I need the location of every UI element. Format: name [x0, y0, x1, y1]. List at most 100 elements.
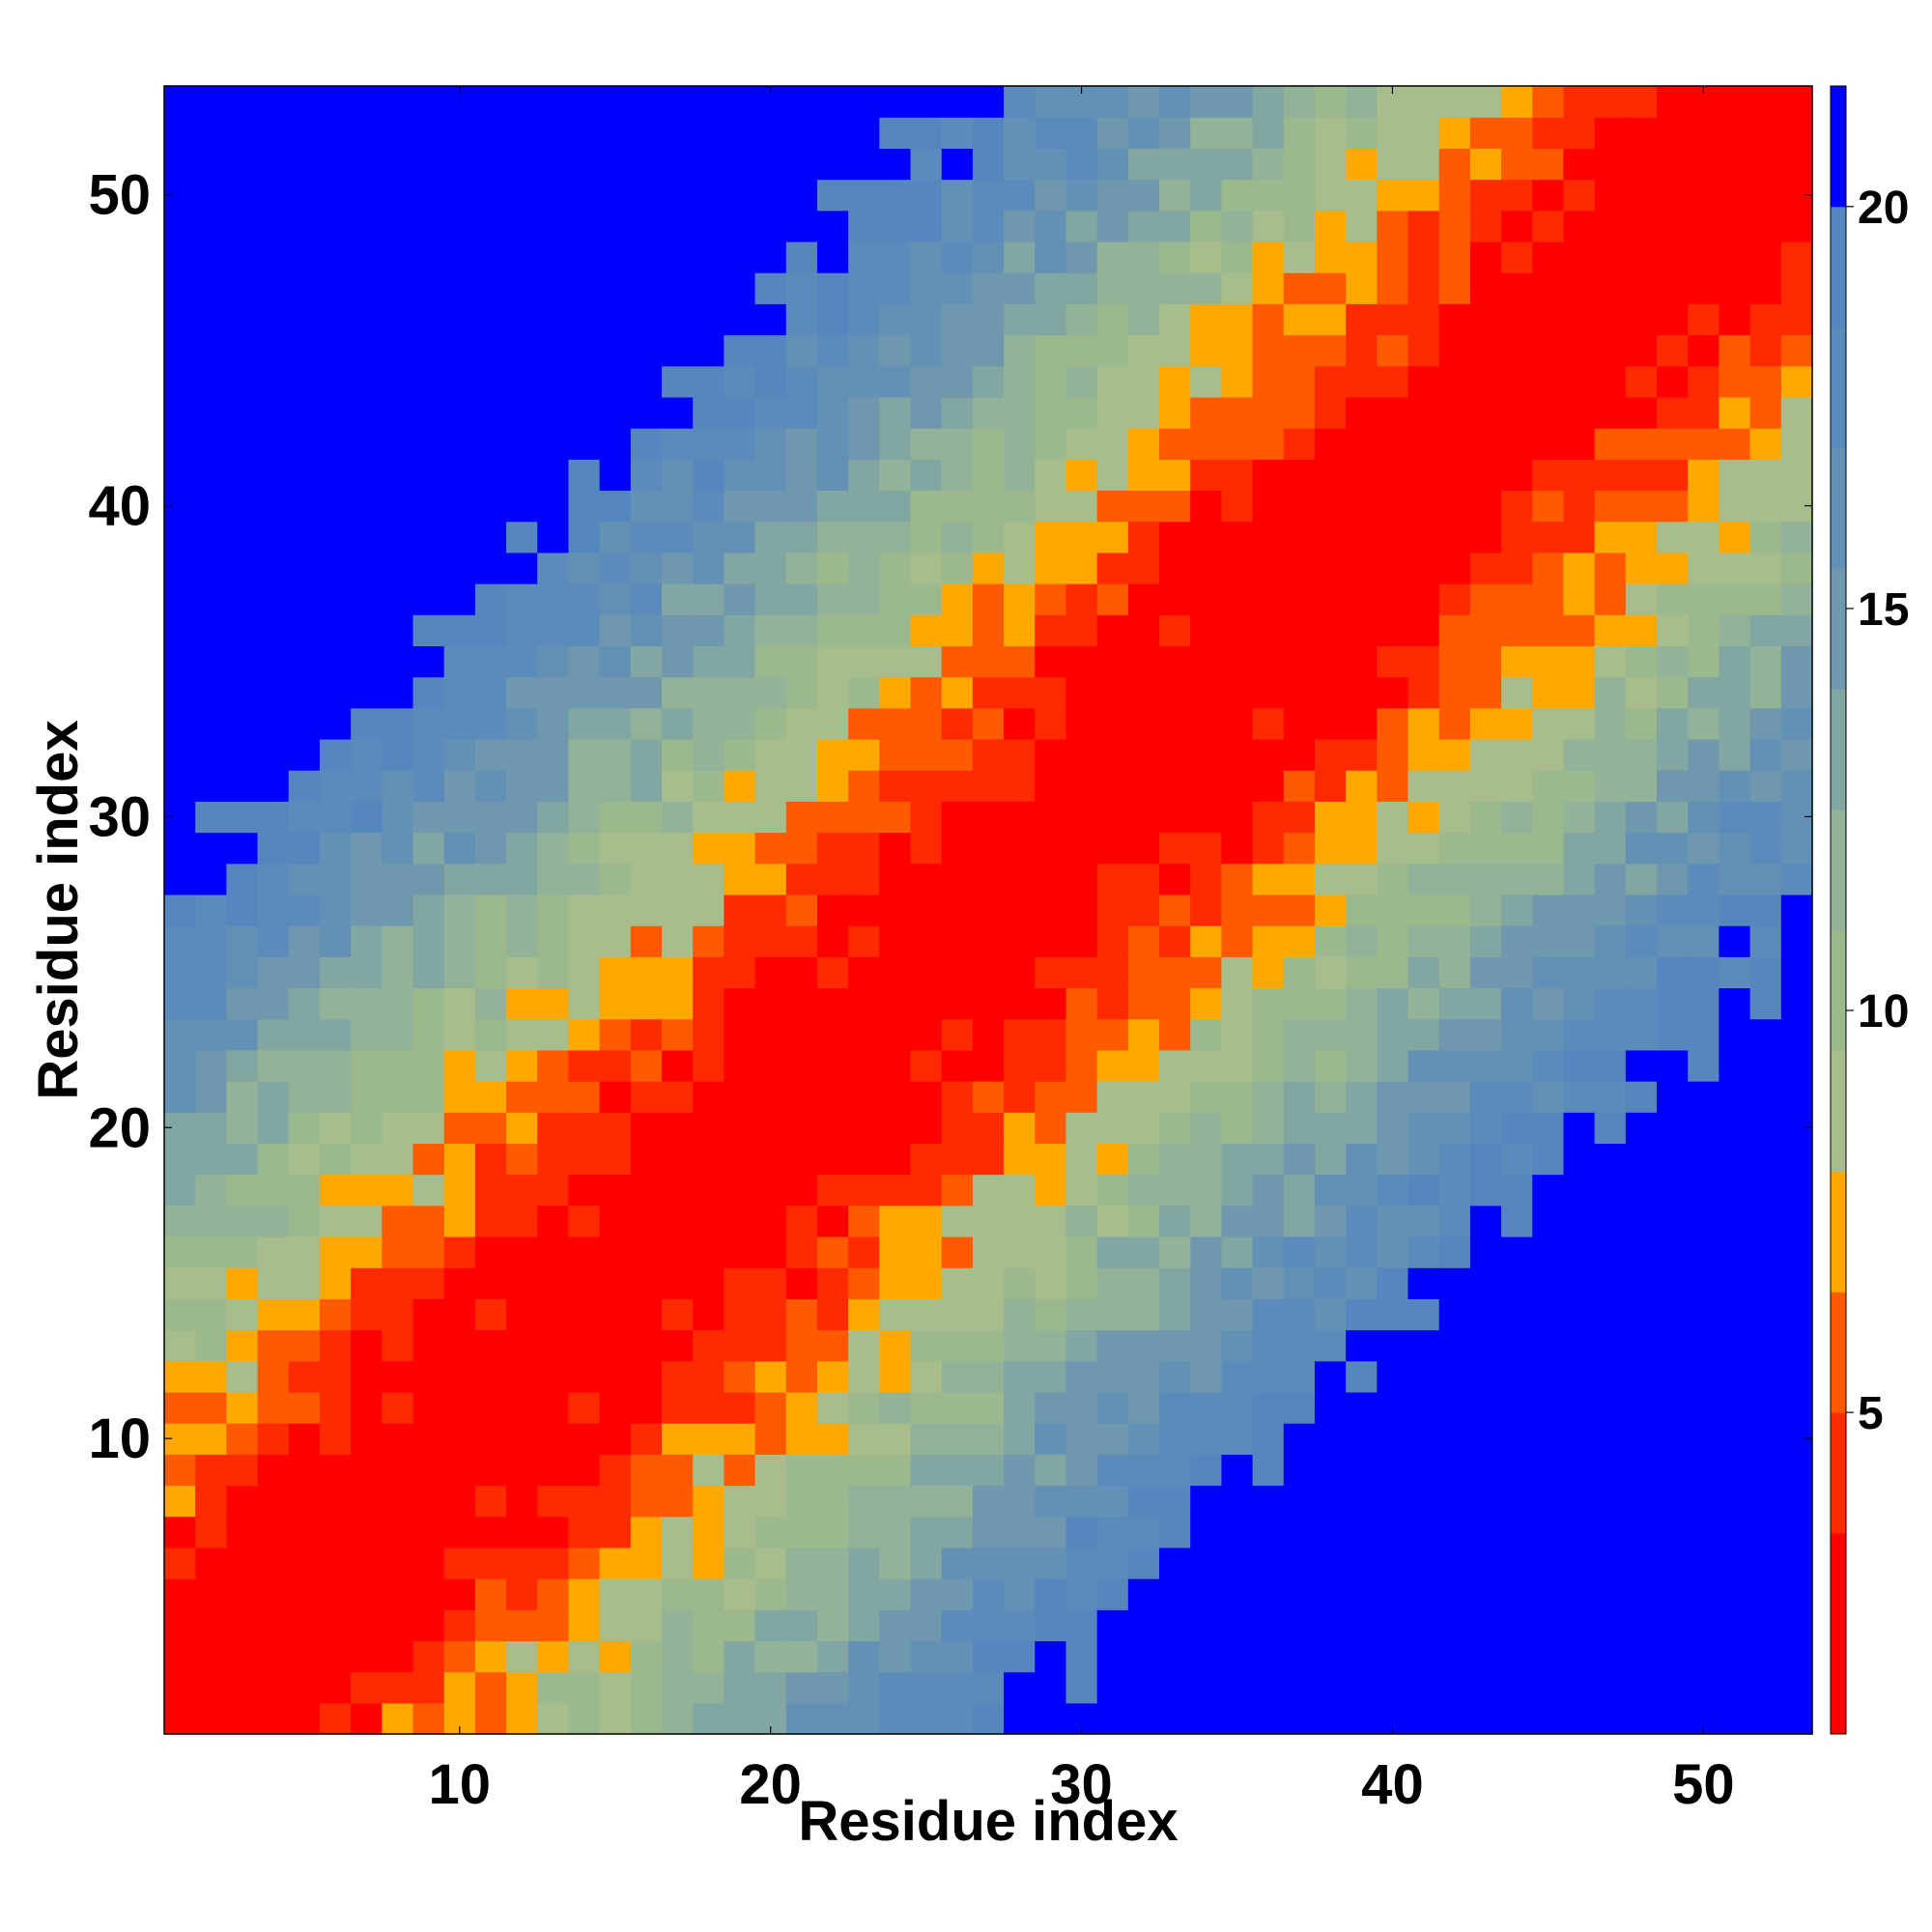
heatmap-cell — [537, 179, 570, 212]
heatmap-cell — [288, 521, 321, 554]
heatmap-cell — [288, 1454, 321, 1487]
heatmap-cell — [693, 1516, 724, 1548]
heatmap-cell — [1563, 925, 1596, 957]
heatmap-cell — [351, 396, 383, 429]
heatmap-cell — [1749, 148, 1782, 181]
heatmap-cell — [1190, 459, 1223, 492]
heatmap-cell — [195, 1298, 227, 1331]
heatmap-cell — [1438, 1671, 1471, 1704]
heatmap-cell — [1065, 117, 1098, 149]
heatmap-cell — [630, 1702, 663, 1735]
heatmap-cell — [599, 396, 632, 429]
heatmap-cell — [537, 117, 570, 149]
heatmap-cell — [1346, 676, 1378, 709]
heatmap-cell — [879, 614, 912, 646]
heatmap-cell — [1096, 707, 1129, 740]
heatmap-cell — [1719, 1609, 1751, 1642]
heatmap-cell — [1501, 148, 1533, 181]
heatmap-cell — [1719, 1423, 1751, 1455]
heatmap-cell — [195, 1485, 227, 1518]
heatmap-cell — [288, 1018, 321, 1051]
heatmap-cell — [1749, 1391, 1782, 1424]
heatmap-cell — [972, 863, 1005, 895]
heatmap-cell — [1438, 1609, 1471, 1642]
heatmap-cell — [879, 1516, 912, 1548]
heatmap-cell — [1594, 1702, 1627, 1735]
heatmap-cell — [1035, 1640, 1067, 1673]
heatmap-cell — [1719, 1298, 1751, 1331]
heatmap-cell — [257, 925, 290, 957]
heatmap-cell — [382, 956, 414, 989]
heatmap-cell — [412, 1298, 445, 1331]
heatmap-cell — [226, 987, 259, 1020]
heatmap-cell — [1625, 179, 1658, 212]
heatmap-cell — [1657, 303, 1689, 336]
heatmap-cell — [1594, 210, 1627, 242]
heatmap-cell — [972, 334, 1005, 367]
heatmap-cell — [195, 738, 227, 771]
heatmap-cell — [816, 1236, 849, 1268]
heatmap-cell — [351, 365, 383, 398]
heatmap-cell — [1688, 1578, 1720, 1610]
heatmap-cell — [382, 552, 414, 584]
heatmap-cell — [1377, 521, 1409, 554]
heatmap-cell — [164, 1640, 196, 1673]
heatmap-cell — [1532, 583, 1565, 615]
heatmap-cell — [443, 1174, 476, 1207]
heatmap-cell — [537, 1391, 570, 1424]
heatmap-cell — [972, 428, 1005, 460]
heatmap-cell — [1625, 676, 1658, 709]
heatmap-cell — [412, 117, 445, 149]
heatmap-cell — [474, 1454, 507, 1487]
heatmap-cell — [1127, 1547, 1160, 1579]
heatmap-cell — [816, 645, 849, 678]
heatmap-cell — [1065, 1267, 1098, 1299]
heatmap-cell — [1625, 1609, 1658, 1642]
heatmap-cell — [1407, 241, 1440, 273]
heatmap-cell — [1346, 1298, 1378, 1331]
heatmap-cell — [506, 614, 538, 646]
heatmap-cell — [382, 1702, 414, 1735]
colorbar-segment — [1831, 1171, 1846, 1293]
heatmap-cell — [630, 1174, 663, 1207]
heatmap-cell — [351, 1702, 383, 1735]
heatmap-cell — [1657, 1081, 1689, 1113]
heatmap-cell — [1035, 272, 1067, 304]
heatmap-cell — [1377, 428, 1409, 460]
heatmap-cell — [1688, 117, 1720, 149]
heatmap-cell — [226, 241, 259, 273]
heatmap-cell — [662, 1049, 694, 1082]
heatmap-cell — [599, 148, 632, 181]
heatmap-cell — [972, 894, 1005, 926]
heatmap-cell — [1594, 987, 1627, 1020]
heatmap-cell — [351, 1298, 383, 1331]
heatmap-cell — [1438, 738, 1471, 771]
heatmap-cell — [754, 1018, 787, 1051]
heatmap-cell — [724, 179, 756, 212]
heatmap-cell — [754, 521, 787, 554]
heatmap-cell — [257, 117, 290, 149]
heatmap-cell — [816, 956, 849, 989]
heatmap-cell — [195, 1702, 227, 1735]
heatmap-cell — [474, 1485, 507, 1518]
heatmap-cell — [1096, 894, 1129, 926]
heatmap-cell — [412, 583, 445, 615]
heatmap-cell — [1314, 801, 1347, 834]
heatmap-cell — [941, 241, 974, 273]
heatmap-cell — [1377, 179, 1409, 212]
heatmap-cell — [1532, 210, 1565, 242]
heatmap-cell — [226, 179, 259, 212]
heatmap-cell — [785, 1018, 818, 1051]
heatmap-cell — [1438, 86, 1471, 118]
heatmap-cell — [1532, 428, 1565, 460]
heatmap-cell — [226, 1081, 259, 1113]
heatmap-cell — [506, 1391, 538, 1424]
heatmap-cell — [1501, 1671, 1533, 1704]
heatmap-cell — [754, 396, 787, 429]
heatmap-cell — [1096, 614, 1129, 646]
heatmap-cell — [288, 1640, 321, 1673]
heatmap-cell — [1625, 583, 1658, 615]
heatmap-cell — [754, 832, 787, 865]
heatmap-cell — [412, 1267, 445, 1299]
heatmap-cell — [1252, 1267, 1285, 1299]
